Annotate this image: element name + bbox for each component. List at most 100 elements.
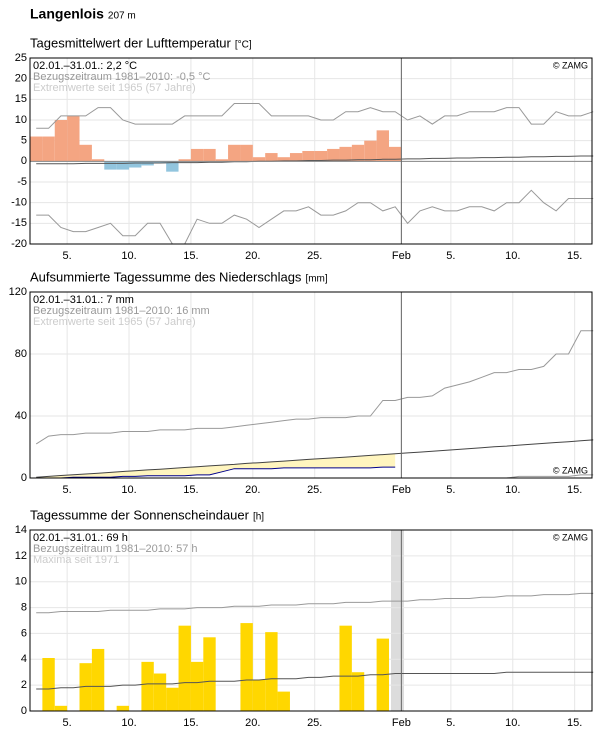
chart-title: Tagesmittelwert der Lufttemperatur: [30, 35, 232, 50]
x-tick-label: 10.: [505, 484, 520, 496]
y-tick-label: 0: [21, 155, 27, 167]
y-tick-label: 120: [9, 286, 27, 298]
bar: [240, 144, 253, 162]
credit-text: © ZAMG: [553, 532, 588, 542]
bar: [166, 687, 179, 711]
extremes-text: Maxima seit 1971: [33, 554, 119, 566]
plot-frame: [29, 57, 593, 245]
x-tick-label: Feb: [392, 250, 411, 262]
bar: [190, 661, 204, 711]
series-line: [36, 671, 594, 690]
x-tick-label: 20.: [245, 717, 260, 729]
missing-data-shade: [391, 530, 404, 711]
bar: [141, 661, 154, 711]
bar: [79, 144, 92, 162]
bar: [104, 161, 117, 170]
bar: [67, 115, 80, 162]
bar: [166, 161, 179, 172]
bar: [351, 144, 365, 162]
bar: [314, 151, 328, 162]
x-tick-label: 25.: [307, 250, 322, 262]
chart-unit: [°C]: [235, 40, 252, 51]
y-tick-label: -5: [17, 176, 27, 188]
y-tick-label: 14: [15, 524, 27, 536]
bar: [42, 136, 55, 162]
x-tick-label: 25.: [307, 717, 322, 729]
bar: [364, 140, 377, 162]
bar: [91, 159, 105, 162]
bar: [116, 705, 130, 711]
bar: [116, 161, 130, 170]
plot-frame: [29, 291, 593, 479]
bar: [302, 151, 315, 162]
bar: [153, 161, 167, 164]
chart-title: Tagessumme der Sonnenscheindauer: [30, 507, 250, 522]
x-tick-label: 5.: [63, 717, 72, 729]
chart-unit: [h]: [253, 512, 264, 523]
y-tick-label: -20: [11, 238, 27, 250]
x-tick-label: 15.: [183, 250, 198, 262]
bar: [153, 673, 167, 711]
bar: [178, 625, 191, 711]
chart-title: Aufsummierte Tagessumme des Niederschlag…: [30, 269, 302, 284]
x-tick-label: 15.: [183, 484, 198, 496]
bar: [277, 157, 290, 162]
x-tick-label: 10.: [505, 250, 520, 262]
series-line: [36, 439, 594, 478]
credit-text: © ZAMG: [553, 60, 588, 70]
station-name: Langenlois: [30, 6, 104, 22]
y-tick-label: 6: [21, 627, 27, 639]
y-tick-label: 10: [15, 576, 27, 588]
x-tick-label: 15.: [183, 717, 198, 729]
y-tick-label: 2: [21, 679, 27, 691]
x-tick-label: 15.: [567, 717, 582, 729]
bar: [178, 159, 191, 162]
series-line: [35, 330, 594, 445]
x-tick-label: 10.: [121, 250, 136, 262]
bar: [30, 136, 43, 162]
bar: [252, 679, 266, 711]
bar: [190, 148, 204, 162]
bar: [252, 157, 266, 162]
bar: [129, 161, 142, 168]
y-tick-label: -10: [11, 197, 27, 209]
x-tick-label: 25.: [307, 484, 322, 496]
y-tick-label: 40: [15, 410, 27, 422]
x-tick-label: 15.: [567, 484, 582, 496]
x-tick-label: Feb: [392, 717, 411, 729]
x-tick-label: 5.: [446, 717, 455, 729]
y-tick-label: 10: [15, 114, 27, 126]
bar: [277, 691, 290, 711]
summary-text: 02.01.–31.01.: 7 mm: [33, 294, 134, 306]
x-tick-label: 10.: [505, 717, 520, 729]
bar: [54, 120, 68, 162]
y-tick-label: 8: [21, 601, 27, 613]
bar: [388, 146, 402, 162]
plot-group: [30, 529, 594, 712]
y-tick-label: 20: [15, 73, 27, 85]
x-tick-label: 5.: [63, 484, 72, 496]
bar: [351, 672, 365, 711]
reference-text: Bezugszeitraum 1981–2010: 57 h: [33, 543, 198, 555]
plot-group: [30, 291, 594, 479]
bar: [327, 148, 340, 162]
y-tick-label: 5: [21, 135, 27, 147]
x-tick-label: 5.: [446, 484, 455, 496]
extremes-text: Extremwerte seit 1965 (57 Jahre): [33, 316, 196, 328]
bar: [289, 153, 303, 162]
y-tick-label: 0: [21, 472, 27, 484]
bar: [215, 159, 229, 162]
x-tick-label: 20.: [245, 250, 260, 262]
bar: [203, 148, 216, 162]
series-line: [36, 592, 594, 614]
bar: [91, 648, 105, 711]
series-line: [36, 466, 396, 479]
bar: [54, 705, 68, 711]
x-tick-label: 5.: [446, 250, 455, 262]
plot-frame: [29, 529, 593, 712]
series-line: [36, 103, 594, 129]
summary-text: 02.01.–31.01.: 69 h: [33, 532, 128, 544]
station-elevation: 207 m: [108, 11, 136, 22]
